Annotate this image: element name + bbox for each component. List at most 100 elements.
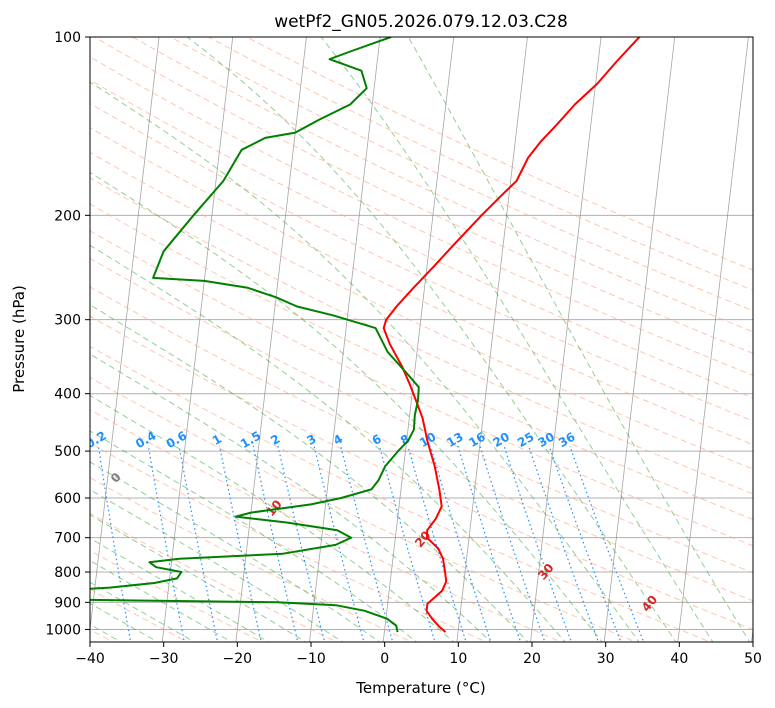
moist-adiabat-line	[186, 37, 677, 642]
mixing-ratio-line	[147, 445, 185, 642]
mixing-ratio-label: 8	[398, 432, 412, 448]
isotherm-line	[530, 37, 602, 642]
y-axis-ticks: 100 200 300 400 500 600 700 800 900 1000	[45, 30, 90, 638]
mixing-ratio-label: 1.5	[238, 428, 263, 451]
x-tick-label: −20	[223, 651, 253, 667]
mixing-ratio-line	[528, 445, 600, 642]
mixing-ratio-line	[569, 445, 645, 642]
dry-adiabat-line	[93, 37, 753, 354]
dry-adiabat-line	[90, 442, 488, 642]
moist-adiabat-label: 40	[639, 593, 660, 615]
dry-adiabat-line	[90, 476, 413, 642]
line-labels: 0.10.20.40.611.52346810131620253036-100-…	[83, 428, 660, 615]
plot-frame	[89, 36, 754, 643]
dry-adiabat-line	[90, 230, 753, 547]
dewpoint-profile-line	[90, 37, 420, 633]
dry-adiabat-line	[90, 257, 753, 574]
x-tick-label: 30	[597, 651, 615, 667]
moist-adiabat-line	[90, 461, 381, 642]
x-tick-label: −40	[75, 651, 105, 667]
dry-adiabat-line	[131, 37, 753, 333]
skewed-isotherms	[90, 37, 753, 642]
x-tick-label: −10	[296, 651, 326, 667]
mixing-ratio-label: 0.2	[83, 428, 108, 451]
mixing-ratio-label: 4	[331, 432, 345, 448]
moist-adiabat-line	[407, 37, 751, 642]
x-tick-label: 10	[449, 651, 467, 667]
isotherm-line	[603, 37, 676, 642]
mixing-ratio-line	[178, 445, 219, 642]
moist-adiabat-line	[90, 489, 344, 642]
mixing-ratio-label: 0.4	[133, 428, 158, 451]
moist-adiabat-line	[90, 81, 640, 642]
plot-area: 0.10.20.40.611.52346810131620253036-100-…	[83, 37, 753, 642]
mixing-ratio-line	[252, 445, 299, 642]
y-tick-label: 400	[54, 387, 81, 403]
mixing-ratio-label: 3	[304, 432, 318, 448]
dry-adiabat-line	[90, 409, 563, 642]
x-tick-label: 20	[523, 651, 541, 667]
x-tick-label: 0	[380, 651, 389, 667]
dry-adiabat-line	[90, 315, 753, 630]
mixing-ratio-label: 30	[535, 430, 556, 450]
mixing-ratio-label: 0.6	[164, 428, 189, 451]
moist-adiabat-line	[90, 244, 566, 642]
mixing-ratio-line	[479, 445, 546, 642]
moist-adiabat-line	[90, 581, 196, 642]
mixing-ratio-line	[340, 445, 394, 642]
moist-adiabat-label: 30	[535, 561, 556, 583]
y-axis-label: Pressure (hPa)	[10, 285, 28, 393]
isotherm-line	[382, 37, 455, 642]
y-tick-label: 200	[54, 208, 81, 224]
mixing-ratio-line	[97, 445, 132, 642]
chart-title: wetPf2_GN05.2026.079.12.03.C28	[274, 12, 568, 32]
moist-adiabat-line	[90, 304, 529, 642]
moist-adiabats	[90, 37, 751, 642]
y-tick-label: 800	[54, 565, 81, 581]
mixing-ratio-line	[277, 445, 326, 642]
isotherm-line	[456, 37, 528, 642]
moist-adiabat-line	[90, 537, 270, 642]
isotherm-line	[751, 625, 753, 642]
x-axis-label: Temperature (°C)	[355, 679, 485, 697]
dry-adiabat-line	[90, 102, 753, 422]
y-tick-label: 600	[54, 491, 81, 507]
x-axis-ticks: −40 −30 −20 −10 0 10 20 30 40 50	[75, 642, 762, 667]
dry-adiabat-line	[169, 37, 753, 312]
x-tick-label: 50	[744, 651, 762, 667]
dry-adiabat-line	[245, 37, 753, 271]
dry-adiabat-line	[90, 177, 753, 495]
moist-adiabat-line	[90, 514, 307, 642]
dry-adiabat-line	[207, 37, 753, 291]
x-tick-label: −30	[149, 651, 179, 667]
moist-adiabat-label: 0	[108, 470, 124, 485]
mixing-ratio-label: 36	[556, 430, 577, 450]
y-tick-label: 500	[54, 444, 81, 460]
y-tick-label: 900	[54, 595, 81, 611]
mixing-ratio-label: 2	[268, 432, 282, 448]
dry-adiabat-line	[90, 512, 338, 642]
y-tick-label: 1000	[45, 622, 81, 638]
mixing-ratio-line	[313, 445, 365, 642]
y-tick-label: 700	[54, 531, 81, 547]
mixing-ratio-lines	[97, 445, 645, 642]
isotherm-line	[90, 37, 160, 633]
dry-adiabat-line	[90, 345, 712, 642]
data-series	[90, 37, 641, 633]
isotherm-line	[161, 37, 234, 642]
temperature-profile-line	[382, 37, 641, 633]
x-tick-label: 40	[670, 651, 688, 667]
dry-adiabat-line	[90, 286, 753, 602]
dry-adiabat-line	[90, 588, 189, 642]
mixing-ratio-line	[548, 445, 622, 642]
moist-adiabat-line	[90, 171, 603, 642]
y-tick-label: 100	[54, 30, 81, 46]
mixing-ratio-label: 13	[444, 430, 465, 450]
isotherm-line	[235, 37, 307, 642]
moist-adiabat-line	[90, 430, 418, 642]
y-tick-label: 300	[54, 313, 81, 329]
moist-adiabat-line	[90, 560, 233, 642]
moist-adiabat-line	[320, 37, 714, 642]
mixing-ratio-line	[503, 445, 573, 642]
